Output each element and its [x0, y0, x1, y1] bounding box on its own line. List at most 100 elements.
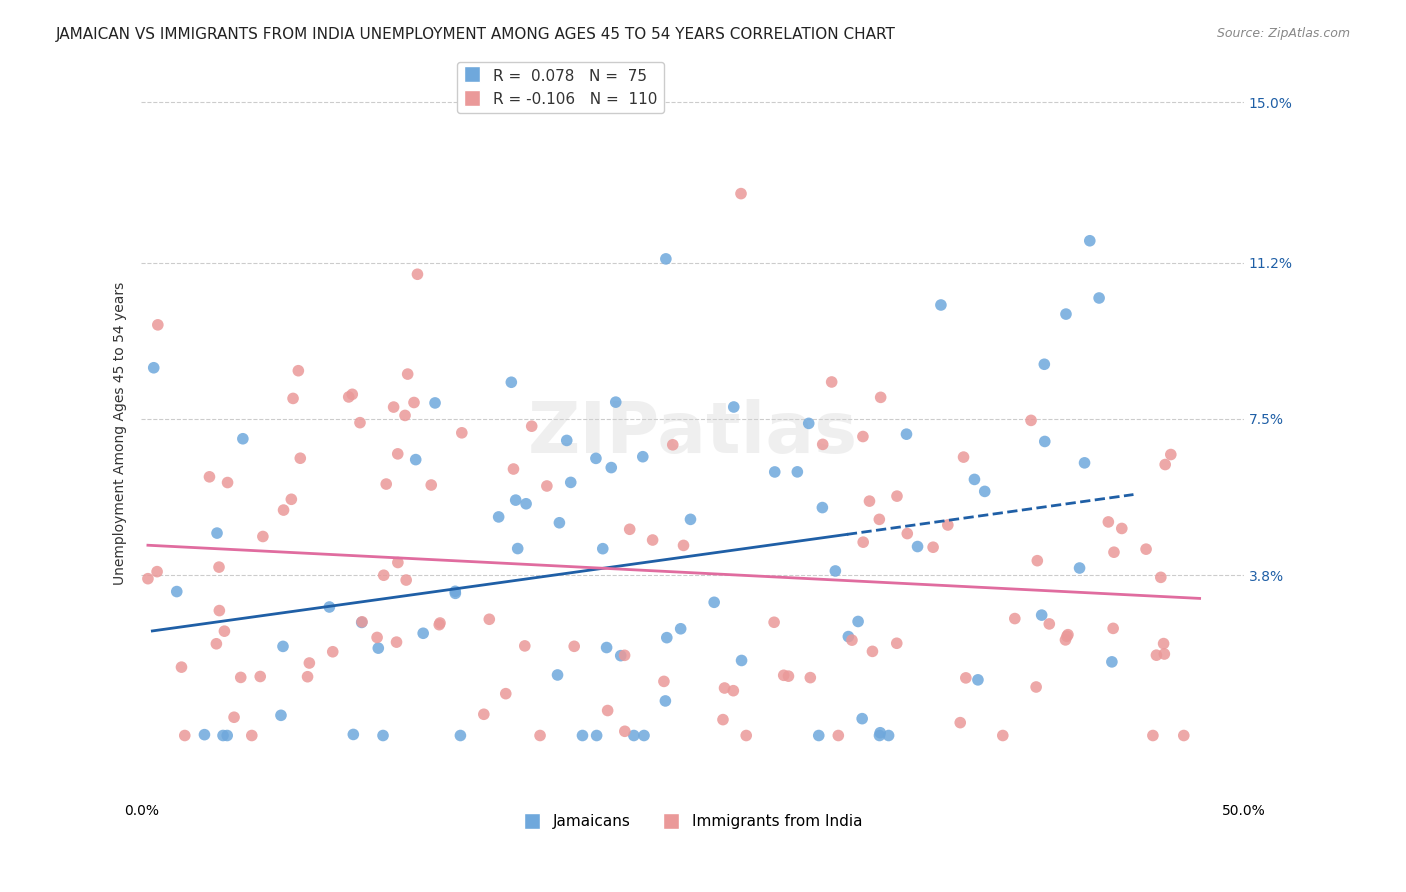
Point	[703, 595, 725, 609]
Point	[886, 489, 908, 503]
Point	[229, 670, 252, 684]
Point	[449, 729, 471, 743]
Point	[851, 712, 873, 726]
Point	[322, 645, 344, 659]
Point	[444, 586, 467, 600]
Point	[193, 728, 215, 742]
Point	[297, 670, 319, 684]
Point	[1101, 655, 1123, 669]
Point	[661, 438, 683, 452]
Point	[423, 396, 446, 410]
Point	[1144, 648, 1167, 662]
Point	[513, 639, 536, 653]
Point	[375, 477, 398, 491]
Point	[869, 390, 891, 404]
Point	[786, 465, 808, 479]
Point	[778, 669, 800, 683]
Y-axis label: Unemployment Among Ages 45 to 54 years: Unemployment Among Ages 45 to 54 years	[114, 282, 128, 585]
Point	[600, 460, 623, 475]
Point	[560, 475, 582, 490]
Point	[1102, 621, 1125, 635]
Point	[142, 360, 165, 375]
Point	[349, 416, 371, 430]
Point	[633, 729, 655, 743]
Point	[290, 451, 312, 466]
Point	[1033, 357, 1056, 371]
Point	[1111, 521, 1133, 535]
Point	[967, 673, 990, 687]
Point	[1073, 456, 1095, 470]
Point	[1054, 632, 1077, 647]
Point	[394, 409, 416, 423]
Point	[217, 475, 239, 490]
Point	[655, 631, 678, 645]
Point	[420, 478, 443, 492]
Point	[679, 512, 702, 526]
Point	[613, 724, 636, 739]
Point	[652, 674, 675, 689]
Point	[208, 560, 231, 574]
Point	[536, 479, 558, 493]
Point	[352, 615, 374, 629]
Point	[922, 540, 945, 554]
Point	[337, 390, 360, 404]
Point	[270, 708, 292, 723]
Point	[342, 387, 364, 401]
Point	[852, 429, 875, 443]
Point	[936, 518, 959, 533]
Point	[298, 656, 321, 670]
Point	[799, 671, 821, 685]
Point	[596, 704, 619, 718]
Point	[846, 615, 869, 629]
Point	[198, 470, 221, 484]
Point	[382, 400, 405, 414]
Point	[208, 604, 231, 618]
Point	[827, 729, 849, 743]
Point	[1054, 307, 1077, 321]
Point	[711, 713, 734, 727]
Text: JAMAICAN VS IMMIGRANTS FROM INDIA UNEMPLOYMENT AMONG AGES 45 TO 54 YEARS CORRELA: JAMAICAN VS IMMIGRANTS FROM INDIA UNEMPL…	[56, 27, 896, 42]
Point	[240, 729, 263, 743]
Point	[735, 729, 758, 743]
Point	[252, 529, 274, 543]
Point	[387, 447, 409, 461]
Text: Source: ZipAtlas.com: Source: ZipAtlas.com	[1216, 27, 1350, 40]
Point	[222, 710, 245, 724]
Point	[367, 641, 389, 656]
Point	[896, 526, 918, 541]
Point	[387, 556, 409, 570]
Point	[1173, 729, 1195, 743]
Point	[613, 648, 636, 663]
Point	[232, 432, 254, 446]
Point	[205, 526, 228, 541]
Point	[949, 715, 972, 730]
Point	[991, 729, 1014, 743]
Point	[886, 636, 908, 650]
Point	[547, 668, 569, 682]
Point	[505, 493, 527, 508]
Point	[955, 671, 977, 685]
Point	[772, 668, 794, 682]
Point	[146, 565, 169, 579]
Point	[318, 600, 340, 615]
Point	[371, 729, 394, 743]
Point	[1078, 234, 1101, 248]
Point	[366, 631, 388, 645]
Point	[405, 452, 427, 467]
Point	[427, 617, 450, 632]
Point	[529, 729, 551, 743]
Point	[501, 376, 523, 390]
Point	[450, 425, 472, 440]
Point	[877, 729, 900, 743]
Point	[896, 427, 918, 442]
Point	[1142, 729, 1164, 743]
Point	[907, 540, 929, 554]
Point	[1069, 561, 1091, 575]
Point	[723, 400, 745, 414]
Point	[506, 541, 529, 556]
Point	[502, 462, 524, 476]
Point	[654, 694, 676, 708]
Point	[763, 465, 786, 479]
Point	[548, 516, 571, 530]
Point	[1004, 611, 1026, 625]
